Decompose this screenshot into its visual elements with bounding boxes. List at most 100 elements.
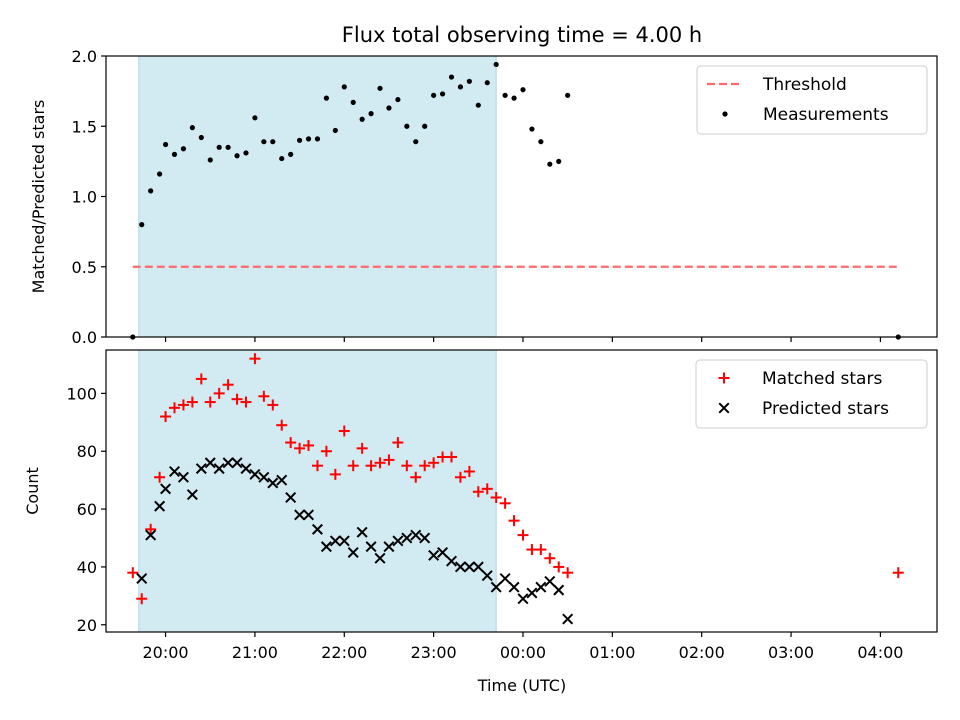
bottom-plus-point-39 [472,486,484,498]
top-dot-point-12 [234,153,240,159]
bottom-x-point-23-b [338,535,350,547]
bottom-x-point-38 [472,561,484,573]
bottom-plus-point-46 [535,544,547,556]
bottom-x-point-40 [490,581,502,593]
top-dot-point-41 [493,61,499,68]
bottom-x-point-29 [392,535,404,547]
bottom-legend-label-1: Predicted stars [762,399,889,419]
bottom-x-point-35 [445,555,458,567]
bottom-plus-point-26 [356,442,368,454]
bottom-x-point-10-b [222,457,234,469]
bottom-x-point-29-b [392,535,404,547]
bottom-x-point-12 [240,463,252,475]
x-tick-label-1: 21:00 [232,643,278,662]
bottom-plus-point-19 [294,442,306,454]
bottom-plus-point-18 [285,437,297,449]
top-dot-point-7 [189,125,195,131]
top-dot-point-24 [341,84,347,90]
bottom-x-point-1 [145,529,157,541]
bottom-x-point-12-b [240,463,252,475]
top-dot-point-17 [279,155,285,162]
bottom-y-tick-label-2: 60 [77,500,97,519]
bottom-plus-point-31 [401,460,413,472]
bottom-x-point-43 [517,593,529,605]
bottom-x-point-17-b [285,492,297,504]
top-dot-point-5 [171,151,178,157]
top-dot-point-13 [243,150,249,156]
top-dot-point-43 [511,95,517,101]
bottom-plus-point-20 [303,439,315,451]
bottom-x-point-27 [374,552,386,564]
top-dot-point-48 [556,158,562,164]
bottom-x-point-21 [320,541,332,553]
bottom-x-point-35-b [445,555,458,567]
bottom-x-point-34-b [437,546,449,558]
bottom-x-point-30 [401,532,413,544]
bottom-y-tick-label-1: 40 [77,558,97,577]
bottom-plus-point-0 [127,567,139,579]
bottom-legend-swatch-1 [718,402,730,414]
bottom-x-point-34 [437,546,449,558]
top-dot-point-26 [359,116,365,122]
top-dot-point-8 [198,134,204,141]
x-tick-label-4: 00:00 [500,643,546,662]
bottom-plus-point-49 [562,567,574,579]
bottom-x-point-42-b [508,581,520,593]
bottom-axes-frame [105,349,938,633]
top-series-measurements [130,61,901,340]
bottom-x-point-39 [481,570,493,582]
bottom-x-point-11 [231,457,243,469]
bottom-plus-point-16 [267,399,279,411]
bottom-x-point-0-b [136,572,148,584]
top-dot-point-47 [547,161,553,167]
bottom-plus-point-11 [222,379,234,391]
bottom-x-point-42 [508,581,520,593]
x-tick-label-0: 20:00 [143,643,189,662]
bottom-plus-point-14 [249,353,261,365]
top-dot-point-44 [520,87,526,93]
bottom-x-point-37 [463,561,475,573]
bottom-legend-swatch-1-b [718,402,730,414]
bottom-x-point-16-b [276,474,288,486]
bottom-plus-point-15 [258,390,270,402]
bottom-plus-point-1 [136,593,148,605]
top-legend-label-1: Measurements [763,105,889,125]
top-dot-point-23 [332,127,338,134]
bottom-x-point-33-b [428,549,440,561]
top-dot-point-9 [207,157,213,163]
top-dot-point-31 [404,123,410,129]
bottom-plus-point-34 [428,457,440,469]
bottom-plus-point-3 [154,471,166,483]
bottom-x-point-41 [499,572,511,584]
bottom-x-point-27-b [374,552,386,564]
top-dot-point-42 [502,92,508,98]
bottom-x-point-30-b [401,532,413,544]
bottom-x-point-20-b [311,523,323,535]
top-dot-point-49 [565,92,571,98]
bottom-x-point-36 [454,561,466,573]
x-tick-label-3: 23:00 [411,643,457,662]
bottom-x-point-19-b [303,509,315,521]
top-y-tick-label-4: 2.0 [72,47,97,66]
bottom-x-point-19 [303,509,315,521]
bottom-x-point-15-b [267,477,279,489]
bottom-x-point-5-b [177,471,189,483]
bottom-legend-box [695,359,928,429]
bottom-x-point-17 [285,492,297,504]
bottom-x-point-25-b [356,526,368,538]
bottom-x-point-40-b [490,581,502,593]
top-dot-point-14 [252,115,258,121]
top-legend-swatch-1 [722,111,728,117]
bottom-legend: Matched stars Predicted stars [695,359,928,429]
bottom-x-point-14-b [258,471,270,483]
x-axis-label: Time (UTC) [477,676,566,695]
bottom-x-point-3 [160,483,172,495]
bottom-x-point-43-b [517,593,529,605]
bottom-plus-point-17 [276,419,288,431]
top-dot-point-21 [314,136,321,142]
matched-predicted-ratio-panel: 0.0 0.5 1.0 1.5 2.0 Matched/Predicted stars Th… [29,47,938,347]
bottom-x-point-24-b [347,546,359,558]
top-dot-point-20 [305,136,312,142]
bottom-x-point-7-b [195,463,207,475]
top-y-axis-label: Matched/Predicted stars [29,100,48,294]
